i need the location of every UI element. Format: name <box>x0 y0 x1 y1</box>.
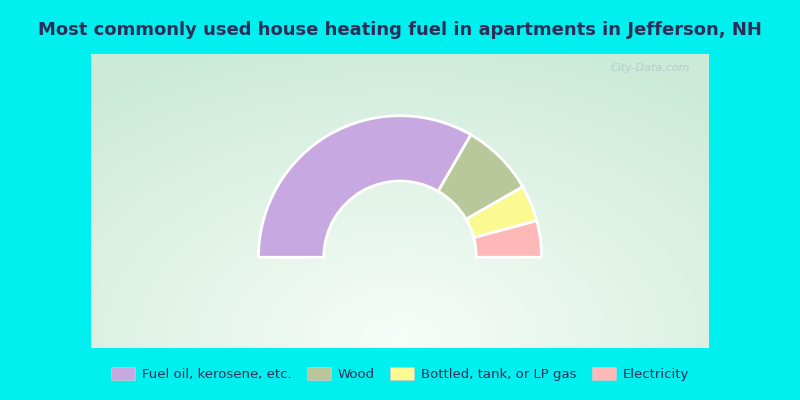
Wedge shape <box>258 116 471 257</box>
Wedge shape <box>474 221 542 257</box>
Legend: Fuel oil, kerosene, etc., Wood, Bottled, tank, or LP gas, Electricity: Fuel oil, kerosene, etc., Wood, Bottled,… <box>106 362 694 386</box>
Text: City-Data.com: City-Data.com <box>610 63 690 73</box>
Wedge shape <box>438 135 522 219</box>
Text: Most commonly used house heating fuel in apartments in Jefferson, NH: Most commonly used house heating fuel in… <box>38 21 762 39</box>
Wedge shape <box>466 187 537 238</box>
